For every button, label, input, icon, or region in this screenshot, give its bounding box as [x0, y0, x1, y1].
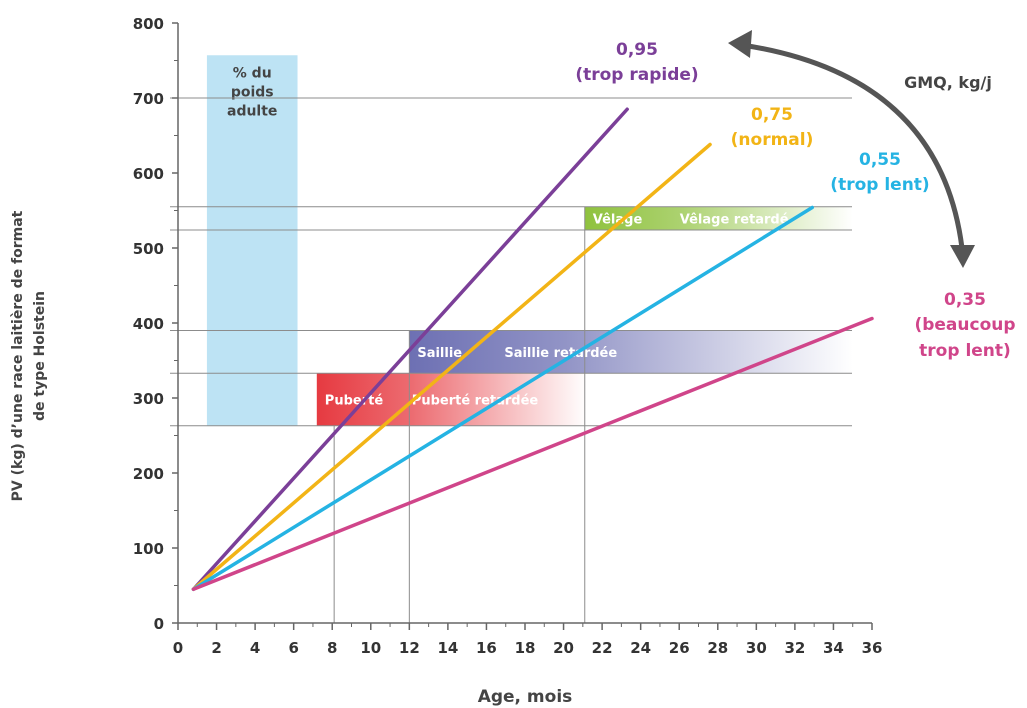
x-tick-label: 20	[553, 639, 574, 657]
gmq-label: GMQ, kg/j	[904, 73, 992, 92]
x-tick-label: 22	[592, 639, 613, 657]
y-tick-label: 700	[133, 90, 164, 108]
series-desc-label: (normal)	[731, 130, 814, 150]
x-tick-label: 24	[630, 639, 651, 657]
x-tick-label: 10	[360, 639, 381, 657]
series-line-1	[191, 142, 712, 591]
adult-weight-box	[206, 55, 298, 426]
series-line-3	[191, 316, 874, 591]
adult-weight-box-label: poids	[231, 84, 274, 100]
series-value-label: 0,75	[751, 105, 793, 125]
x-tick-label: 0	[173, 639, 183, 657]
x-tick-label: 36	[862, 639, 883, 657]
x-tick-label: 8	[327, 639, 337, 657]
y-tick-label: 300	[133, 390, 164, 408]
band-label: Puberté	[325, 394, 384, 409]
reference-lines	[170, 97, 852, 623]
adult-weight-box-label: % du	[233, 65, 272, 81]
series-line-2	[191, 205, 814, 591]
y-axis-title: PV (kg) d’une race laitière de format de …	[10, 210, 48, 501]
band-label: Vêlage	[593, 212, 643, 227]
x-axis-title: Age, mois	[478, 687, 573, 707]
adult-weight-box-group: % du poids adulte	[206, 55, 298, 426]
band-late-label: Puberté retardée	[412, 394, 539, 409]
series-value-label: 0,35	[944, 290, 986, 310]
gmq-arrowhead-end	[950, 245, 975, 268]
x-tick-label: 2	[211, 639, 221, 657]
series-lines	[191, 107, 874, 591]
x-tick-label: 16	[476, 639, 497, 657]
series-line-0	[191, 107, 629, 591]
x-tick-label: 12	[399, 639, 420, 657]
y-tick-label: 800	[133, 15, 164, 33]
x-tick-label: 28	[707, 639, 728, 657]
gmq-arrow-group: GMQ, kg/j	[728, 30, 992, 268]
y-axis-title-line: PV (kg) d’une race laitière de format	[10, 210, 26, 501]
band-late-label: Vêlage retardé	[680, 212, 789, 227]
series-desc-label: (trop lent)	[830, 175, 929, 195]
x-tick-label: 30	[746, 639, 767, 657]
series-desc-label: trop lent)	[919, 341, 1011, 361]
axis-titles: Age, mois PV (kg) d’une race laitière de …	[10, 210, 572, 707]
series-labels: 0,95 (trop rapide) 0,75 (normal) 0,55 (trop l…	[575, 40, 1015, 361]
y-axis-title-line: de type Holstein	[32, 291, 48, 421]
x-tick-label: 34	[823, 639, 844, 657]
x-tick-label: 6	[288, 639, 298, 657]
y-tick-label: 200	[133, 465, 164, 483]
gmq-arrowhead-start	[728, 30, 752, 58]
band-late-label: Saillie retardée	[504, 346, 617, 361]
y-tick-label: 0	[154, 615, 164, 633]
band-0	[316, 373, 587, 426]
adult-weight-box-label: adulte	[227, 103, 277, 119]
x-tick-label: 18	[515, 639, 536, 657]
y-tick-label: 400	[133, 315, 164, 333]
x-tick-label: 4	[250, 639, 260, 657]
y-tick-label: 100	[133, 540, 164, 558]
x-tick-label: 26	[669, 639, 690, 657]
x-tick-label: 32	[784, 639, 805, 657]
y-tick-label: 600	[133, 165, 164, 183]
series-desc-label: (beaucoup	[914, 315, 1015, 335]
series-value-label: 0,55	[859, 150, 901, 170]
x-tick-label: 14	[437, 639, 458, 657]
band-label: Saillie	[417, 346, 462, 361]
gmq-arrow	[741, 42, 965, 249]
y-tick-label: 500	[133, 240, 164, 258]
series-desc-label: (trop rapide)	[575, 65, 698, 85]
series-value-label: 0,95	[616, 40, 658, 60]
